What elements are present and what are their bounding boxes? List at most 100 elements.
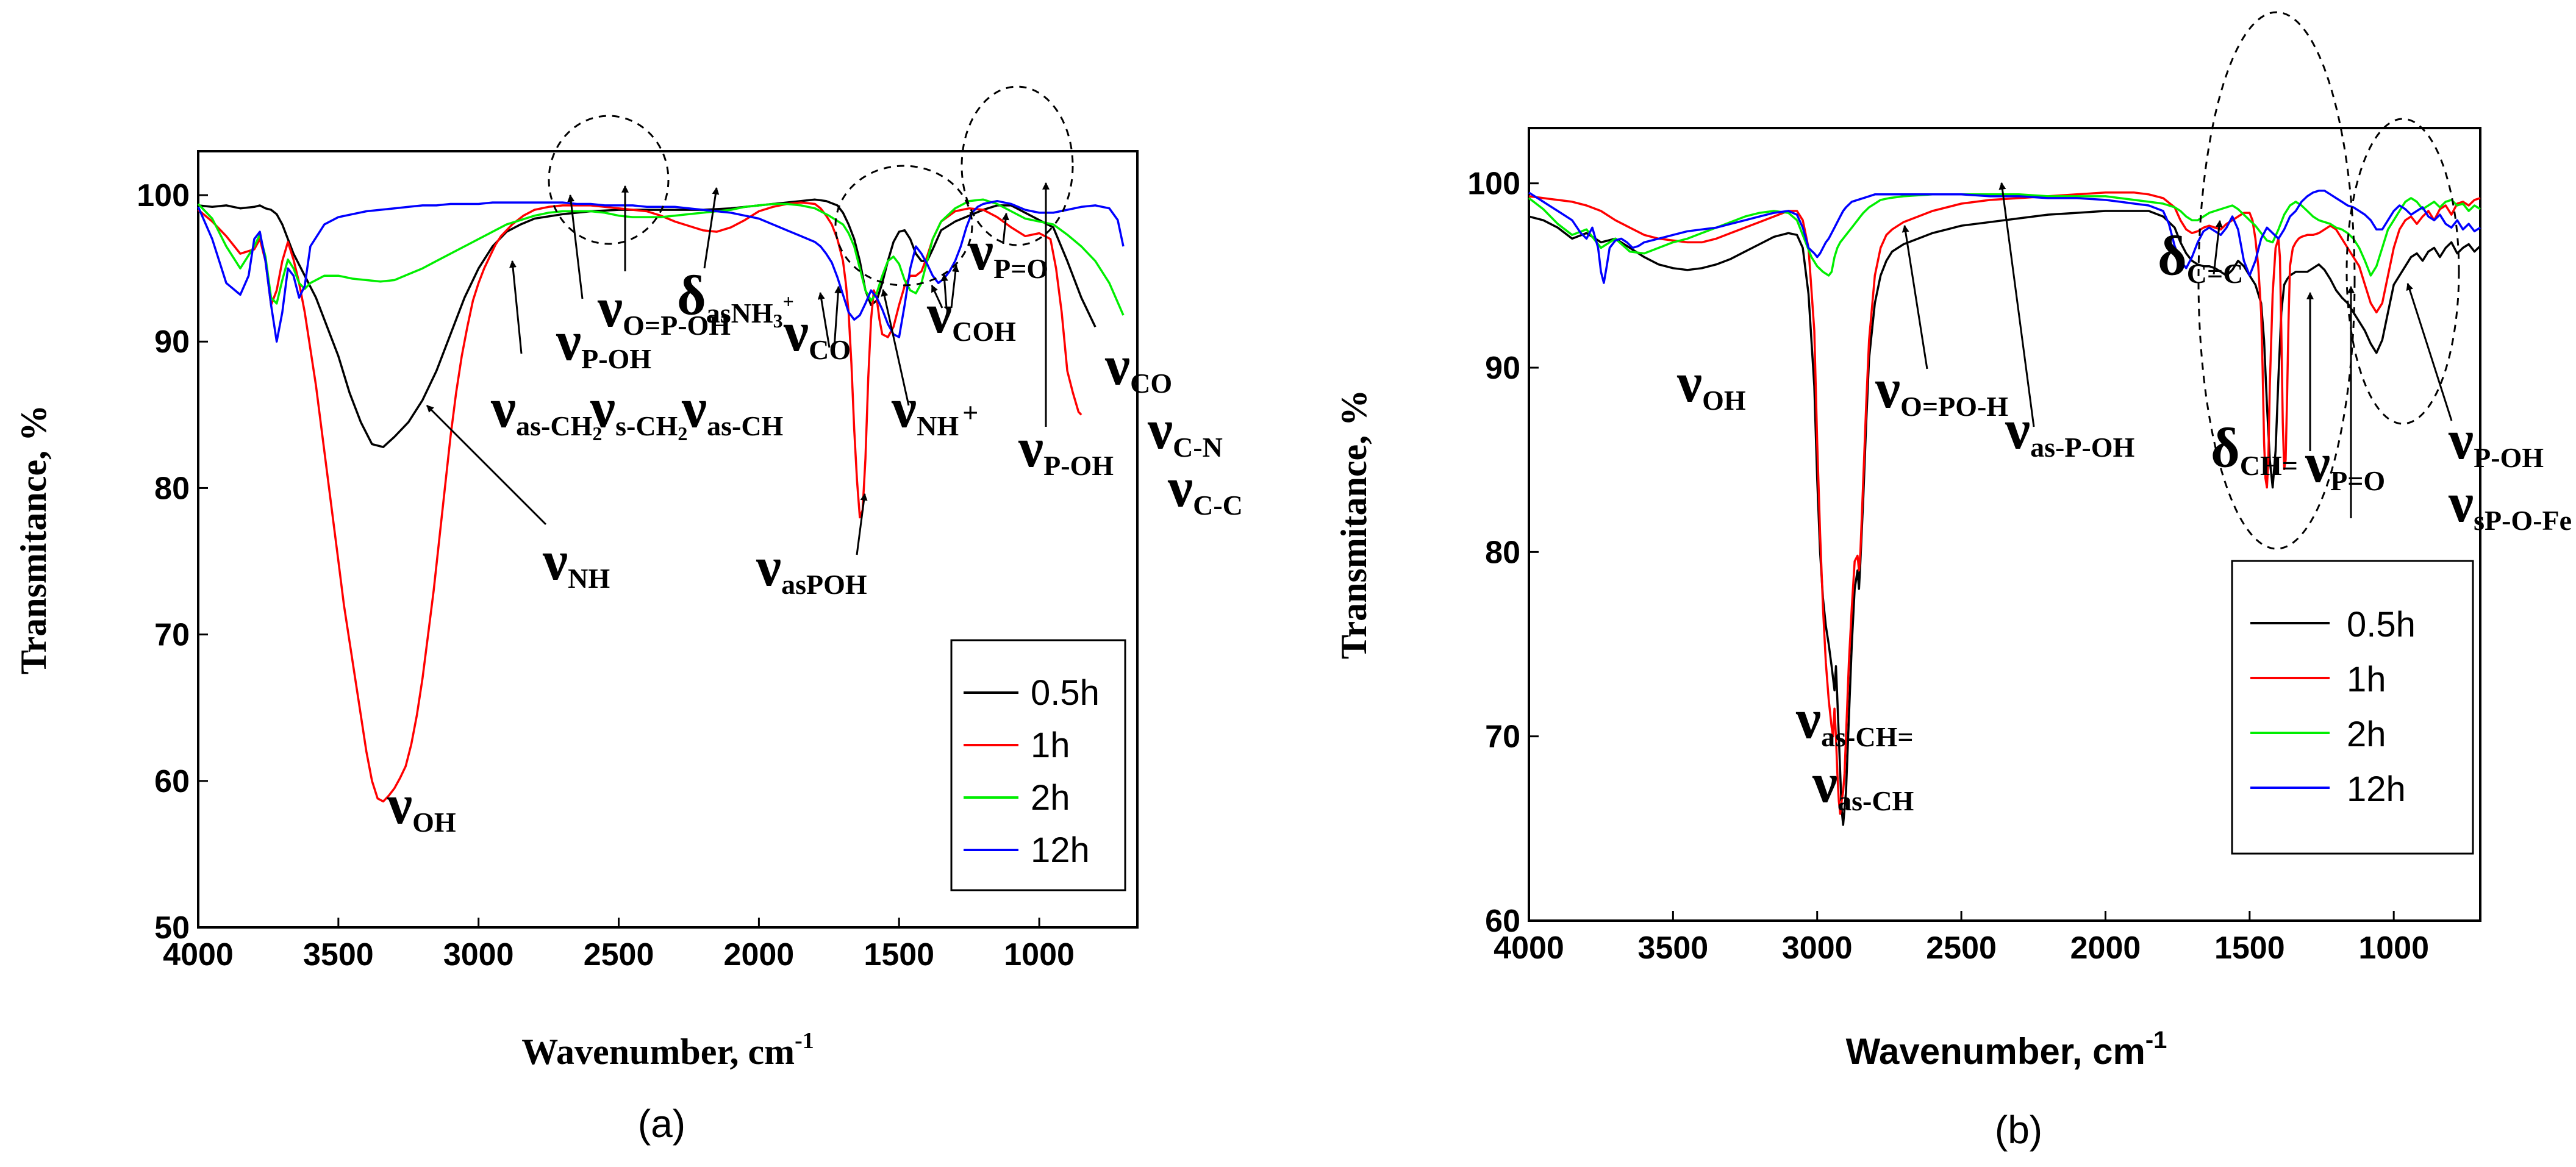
legend-label-12h: 12h bbox=[1031, 830, 1090, 870]
series-line-0-5h bbox=[1528, 210, 2481, 826]
annotations-b: νOH νas-CH= νas-CH νO=PO-H νas-P-OH δC=C… bbox=[1676, 224, 2572, 816]
band-label-delta-as-nh3: δasNH3+ bbox=[677, 264, 794, 332]
y-tick-label: 70 bbox=[154, 618, 190, 653]
series-group-a bbox=[197, 198, 1125, 803]
band-label-nu-as-ch-eq: νas-CH= bbox=[1795, 688, 1914, 752]
highlight-ellipse bbox=[961, 85, 1074, 246]
band-label-nu-as-ch: νas-CH bbox=[681, 377, 784, 441]
panel-a: 4000 3500 3000 2500 2000 1500 1000 50 60 70 80 90 10… bbox=[13, 85, 1243, 1146]
y-tick-label: 100 bbox=[137, 178, 190, 213]
y-tick-label: 70 bbox=[1485, 719, 1520, 755]
arrow bbox=[2406, 282, 2453, 421]
y-tick-label: 90 bbox=[154, 324, 190, 360]
arrow bbox=[1902, 224, 1928, 369]
y-tick-label: 50 bbox=[154, 910, 190, 946]
arrow bbox=[817, 291, 831, 348]
arrow bbox=[950, 264, 959, 309]
band-label-nu-co: νCO bbox=[783, 301, 851, 365]
band-label-nu-coh: νCOH bbox=[926, 282, 1016, 347]
x-tick-label: 2000 bbox=[2070, 930, 2141, 966]
band-label-nu-oh-b: νOH bbox=[1676, 351, 1746, 416]
legend-box bbox=[950, 639, 1126, 891]
legend-box bbox=[2231, 560, 2474, 855]
band-label-nu-co-2: νCO bbox=[1104, 334, 1172, 399]
axis-ticks-a: 4000 3500 3000 2500 2000 1500 1000 50 60 70 80 90 10… bbox=[137, 178, 1075, 972]
annotation-arrows-a bbox=[426, 182, 1050, 555]
y-tick-label: 90 bbox=[1485, 351, 1520, 386]
y-axis-label-a: Transmitance, % bbox=[13, 405, 54, 674]
band-label-delta-ch-eq: δCH= bbox=[2211, 416, 2298, 481]
y-tick-label: 100 bbox=[1467, 166, 1520, 202]
x-tick-label: 3500 bbox=[1638, 930, 1709, 966]
legend-label-2h: 2h bbox=[2347, 715, 2386, 754]
band-label-nu-as-p-oh: νas-P-OH bbox=[2005, 398, 2135, 463]
x-tick-label: 4000 bbox=[163, 937, 234, 972]
panel-b: 4000 3500 3000 2500 2000 1500 100060708090100 … bbox=[1334, 11, 2572, 1152]
band-label-nu-o-po-h: νO=PO-H bbox=[1875, 357, 2008, 422]
x-tick-label: 2500 bbox=[1926, 930, 1997, 966]
x-tick-label: 4000 bbox=[1494, 930, 1564, 966]
band-label-delta-c-c: δC=C bbox=[2158, 224, 2243, 289]
arrow bbox=[833, 285, 842, 348]
axis-ticks-b: 4000 3500 3000 2500 2000 1500 1000 60 70 80 90 100 bbox=[1467, 166, 2429, 966]
band-label-nu-p-o-b: νP=O bbox=[2305, 432, 2385, 496]
band-label-nu-p-o: νP=O bbox=[968, 219, 1048, 284]
x-tick-label: 3000 bbox=[1782, 930, 1853, 966]
x-axis-label-a: Wavenumber, cm-1 bbox=[521, 1028, 814, 1072]
band-label-nu-p-oh: νP-OH bbox=[556, 310, 651, 374]
band-label-nu-o-p-oh: νO=P-OH bbox=[597, 276, 731, 341]
band-label-nu-nh: νNH bbox=[542, 529, 610, 594]
band-label-nu-p-oh-2: νP-OH bbox=[1018, 416, 1114, 481]
x-tick-label: 1500 bbox=[864, 937, 934, 972]
x-axis-label-b: Wavenumber, cm-1 bbox=[1846, 1027, 2167, 1072]
legend-label-2h: 2h bbox=[1031, 778, 1070, 818]
y-tick-label: 60 bbox=[154, 764, 190, 799]
y-axis-label-b: Transmitance, % bbox=[1334, 390, 1374, 659]
x-tick-label: 2500 bbox=[584, 937, 654, 972]
panel-label-a: (a) bbox=[638, 1102, 685, 1146]
band-label-nu-oh: νOH bbox=[387, 773, 456, 838]
legend-b: 0.5h 1h 2h 12h bbox=[2231, 560, 2474, 855]
highlight-ellipse bbox=[834, 165, 973, 287]
series-line-1h bbox=[1528, 191, 2481, 815]
annotations-a: νOH νNH νas-CH2 νs-CH2 νas-CH νP-OH νO=P… bbox=[387, 219, 1243, 838]
panel-label-b: (b) bbox=[1995, 1108, 2042, 1152]
band-label-nu-as-ch2: νas-CH2 bbox=[490, 377, 602, 444]
arrow bbox=[567, 194, 584, 299]
band-label-nu-as-ch-b: νas-CH bbox=[1812, 752, 1914, 816]
y-tick-label: 60 bbox=[1485, 904, 1520, 939]
legend-label-0-5h: 0.5h bbox=[1031, 673, 1100, 713]
series-group-b bbox=[1528, 190, 2481, 826]
band-label-nu-s-ch2: νs-CH2 bbox=[590, 377, 687, 444]
series-line-12h bbox=[1528, 190, 2481, 284]
arrow bbox=[940, 273, 948, 309]
legend-label-1h: 1h bbox=[1031, 726, 1070, 765]
x-tick-label: 1500 bbox=[2214, 930, 2285, 966]
annotation-arrows-b bbox=[1902, 182, 2453, 518]
legend-a: 0.5h 1h 2h 12h bbox=[950, 639, 1126, 891]
band-label-nu-c-n: νC-N bbox=[1147, 398, 1223, 463]
x-tick-label: 1000 bbox=[1004, 937, 1075, 972]
band-label-nu-nh-plus: νNH + bbox=[891, 377, 978, 441]
band-label-nu-aspoh: νasPOH bbox=[756, 535, 867, 600]
band-label-nu-c-c: νC-C bbox=[1167, 456, 1243, 521]
legend-label-12h: 12h bbox=[2347, 769, 2406, 809]
highlight-ellipse bbox=[2197, 11, 2356, 550]
x-tick-label: 3000 bbox=[443, 937, 514, 972]
arrow bbox=[703, 187, 720, 269]
legend-label-0-5h: 0.5h bbox=[2347, 605, 2416, 644]
series-line-12h bbox=[197, 199, 1125, 343]
y-tick-label: 80 bbox=[1485, 535, 1520, 570]
arrow bbox=[931, 284, 943, 309]
x-tick-label: 2000 bbox=[724, 937, 795, 972]
x-tick-label: 1000 bbox=[2358, 930, 2429, 966]
highlight-ellipse bbox=[548, 115, 670, 245]
x-tick-label: 3500 bbox=[303, 937, 374, 972]
arrow bbox=[426, 404, 547, 526]
arrow bbox=[881, 288, 910, 406]
arrow bbox=[509, 260, 523, 354]
band-label-nu-p-oh-b: νP-OH bbox=[2448, 409, 2544, 473]
series-line-2h bbox=[197, 198, 1125, 316]
highlight-ellipse bbox=[2345, 118, 2460, 425]
